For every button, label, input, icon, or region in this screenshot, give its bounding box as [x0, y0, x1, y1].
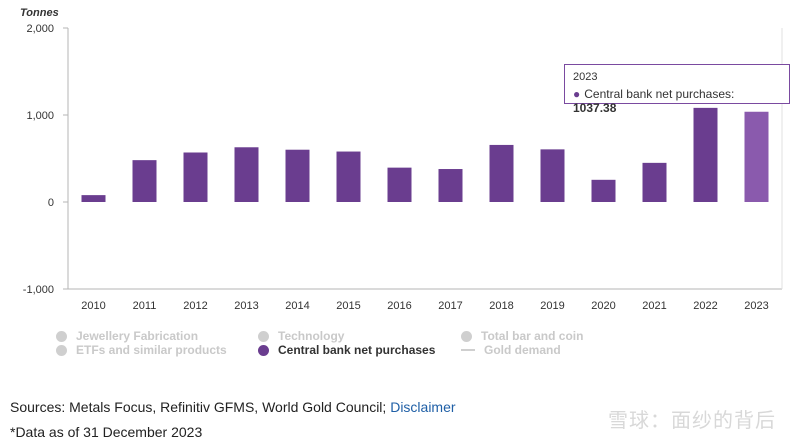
bar-2010	[81, 195, 106, 202]
x-tick-label: 2018	[489, 300, 513, 312]
disclaimer-link[interactable]: Disclaimer	[390, 399, 456, 415]
y-axis-unit-label: Tonnes	[20, 7, 59, 19]
bar-2023	[744, 111, 769, 202]
y-tick-label: 2,000	[26, 23, 54, 35]
legend-label: Central bank net purchases	[278, 343, 436, 357]
y-tick-label: 1,000	[26, 110, 54, 122]
legend-item-gold-demand[interactable]: Gold demand	[461, 343, 561, 357]
bar-2021	[642, 162, 667, 202]
bar-2011	[132, 160, 157, 202]
legend-dot-icon	[461, 330, 472, 342]
x-tick-label: 2016	[387, 300, 411, 312]
bar-2013	[234, 147, 259, 202]
legend-dot-icon	[56, 330, 67, 342]
x-tick-label: 2014	[285, 300, 309, 312]
tooltip-year: 2023	[573, 71, 598, 83]
legend-dot-icon	[56, 344, 67, 356]
legend-item-etfs[interactable]: ETFs and similar products	[56, 343, 227, 357]
x-tick-label: 2011	[133, 300, 157, 312]
legend-item-total-bar-coin[interactable]: Total bar and coin	[461, 329, 583, 343]
x-tick-label: 2015	[336, 300, 360, 312]
y-tick-label: -1,000	[23, 284, 54, 296]
bar-2016	[387, 167, 412, 202]
legend-item-jewellery[interactable]: Jewellery Fabrication	[56, 329, 198, 343]
legend-label: Gold demand	[484, 343, 561, 357]
sources-text: Sources: Metals Focus, Refinitiv GFMS, W…	[10, 399, 391, 415]
tooltip-bullet-icon: ●	[573, 87, 581, 101]
tooltip-row: ● Central bank net purchases: 1037.38	[573, 87, 781, 115]
bar-2018	[489, 144, 514, 202]
x-tick-label: 2023	[744, 300, 768, 312]
x-tick-label: 2019	[540, 300, 564, 312]
legend-item-technology[interactable]: Technology	[258, 329, 344, 343]
tooltip-value: 1037.38	[573, 101, 617, 115]
bar-2022	[693, 107, 718, 202]
chart-area: 2,000 1,000 0 -1,000 Tonnes 2010 2011 2012 2013 2…	[20, 7, 783, 312]
x-tick-label: 2013	[234, 300, 258, 312]
legend-label: ETFs and similar products	[76, 343, 227, 357]
watermark: 雪球：面纱的背后	[608, 410, 776, 432]
legend-item-central-bank[interactable]: Central bank net purchases	[258, 343, 435, 357]
legend-line-icon	[461, 349, 475, 351]
bar-2012	[183, 152, 208, 202]
bar-2017	[438, 169, 463, 202]
bar-2020	[591, 179, 616, 202]
bar-2015	[336, 151, 361, 202]
data-note: *Data as of 31 December 2023	[10, 424, 203, 440]
x-tick-label: 2010	[81, 300, 105, 312]
x-tick-label: 2022	[693, 300, 717, 312]
chart-tooltip: 2023 ● Central bank net purchases: 1037.3…	[564, 64, 790, 115]
sources-line: Sources: Metals Focus, Refinitiv GFMS, W…	[10, 399, 456, 415]
x-tick-label: 2021	[642, 300, 666, 312]
tooltip-series: Central bank net purchases:	[584, 87, 735, 101]
y-tick-label: 0	[48, 197, 54, 209]
bar-2014	[285, 149, 310, 202]
legend-label: Technology	[278, 329, 345, 343]
x-tick-label: 2017	[438, 300, 462, 312]
x-tick-label: 2020	[591, 300, 615, 312]
x-tick-label: 2012	[183, 300, 207, 312]
legend-dot-icon	[258, 330, 269, 342]
legend-label: Jewellery Fabrication	[76, 329, 199, 343]
bar-2019	[540, 149, 565, 202]
legend-dot-icon	[258, 344, 269, 356]
legend-label: Total bar and coin	[481, 329, 584, 343]
